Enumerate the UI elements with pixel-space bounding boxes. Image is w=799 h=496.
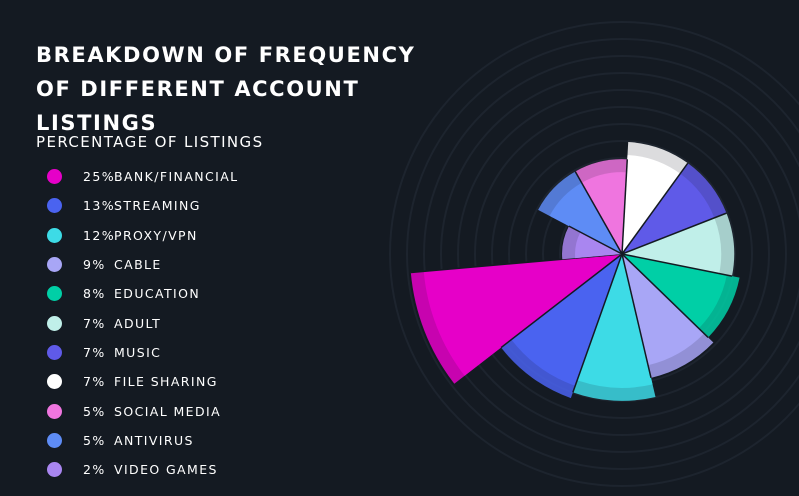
slice-file-sharing	[621, 141, 689, 255]
legend-swatch	[47, 286, 62, 302]
legend-swatch	[47, 198, 62, 214]
slice-wedge	[575, 232, 622, 259]
legend-percentage: 5%	[83, 432, 106, 448]
slice-separator	[621, 253, 733, 277]
legend-percentage: 12%	[83, 227, 115, 243]
legend-swatch	[47, 403, 62, 419]
slices	[410, 141, 740, 401]
legend-title: PERCENTAGE OF LISTINGS	[36, 133, 264, 151]
slice-separator	[621, 159, 629, 255]
legend-item: 9% CABLE	[47, 250, 239, 279]
legend-item: 25% BANK/FINANCIAL	[47, 162, 239, 191]
slice-wedge	[622, 254, 705, 366]
legend-percentage: 25%	[83, 169, 115, 185]
legend-item: 13% STREAMING	[47, 191, 239, 220]
slice-wedge	[581, 172, 627, 254]
legend-item: 8% EDUCATION	[47, 279, 239, 308]
slice-separator	[621, 162, 689, 255]
slice-social-media	[575, 159, 629, 255]
slice-wedge	[423, 254, 622, 376]
legend-label: EDUCATION	[114, 286, 201, 302]
slice-wedge	[622, 254, 727, 329]
legend-label: ANTIVIRUS	[114, 432, 194, 448]
slice-separator	[621, 212, 727, 255]
slice-adult	[621, 213, 735, 277]
slice-education	[621, 253, 740, 338]
legend-label: STREAMING	[114, 198, 201, 214]
legend-swatch	[47, 462, 62, 478]
legend-item: 5% SOCIAL MEDIA	[47, 396, 239, 425]
legend-label: VIDEO GAMES	[114, 462, 218, 478]
slice-wedge	[577, 254, 653, 388]
slice-cable	[621, 253, 714, 379]
slice-separator	[568, 225, 623, 255]
slice-proxy-vpn	[572, 253, 656, 401]
legend-item: 5% ANTIVIRUS	[47, 426, 239, 455]
legend-item: 2% VIDEO GAMES	[47, 455, 239, 484]
legend-label: SOCIAL MEDIA	[114, 403, 222, 419]
slice-video-games	[562, 225, 623, 260]
legend-percentage: 7%	[83, 374, 106, 390]
slice-separator	[621, 253, 652, 379]
legend-swatch	[47, 374, 62, 390]
legend-swatch	[47, 315, 62, 331]
legend-percentage: 8%	[83, 286, 106, 302]
legend-item: 7% MUSIC	[47, 338, 239, 367]
legend-label: ADULT	[114, 315, 162, 331]
legend-percentage: 2%	[83, 462, 106, 478]
legend-percentage: 9%	[83, 257, 106, 273]
slice-antivirus	[538, 171, 623, 255]
legend-percentage: 5%	[83, 403, 106, 419]
slice-separator	[572, 253, 623, 393]
legend-swatch	[47, 257, 62, 273]
grid-ring	[406, 38, 799, 470]
legend-swatch	[47, 432, 62, 448]
legend-label: BANK/FINANCIAL	[114, 169, 239, 185]
slice-separator	[500, 253, 623, 349]
slice-music	[621, 163, 727, 255]
legend-percentage: 13%	[83, 198, 115, 214]
slice-wedge	[622, 154, 681, 254]
grid-ring	[440, 72, 799, 436]
legend: 25% BANK/FINANCIAL 13% STREAMING 12% PROXY…	[47, 162, 239, 484]
legend-label: MUSIC	[114, 344, 162, 360]
legend-item: 7% ADULT	[47, 308, 239, 337]
legend-swatch	[47, 169, 62, 185]
grid-ring	[423, 55, 799, 453]
grid-ring	[457, 89, 787, 419]
grid-ring	[389, 21, 799, 487]
slice-wedge	[511, 254, 622, 386]
legend-item: 12% PROXY/VPN	[47, 221, 239, 250]
legend-item: 7% FILE SHARING	[47, 367, 239, 396]
legend-label: FILE SHARING	[114, 374, 218, 390]
legend-label: PROXY/VPN	[114, 227, 198, 243]
slice-streaming	[500, 253, 623, 399]
slice-wedge	[622, 217, 722, 274]
slice-wedge	[622, 173, 715, 254]
legend-swatch	[47, 227, 62, 243]
grid-ring	[474, 106, 770, 402]
slice-bank-financial	[410, 253, 623, 384]
slice-separator	[574, 171, 623, 255]
legend-percentage: 7%	[83, 344, 106, 360]
slice-separator	[621, 253, 709, 338]
legend-label: CABLE	[114, 257, 162, 273]
slice-wedge	[549, 182, 622, 254]
legend-swatch	[47, 344, 62, 360]
legend-percentage: 7%	[83, 315, 106, 331]
chart-title: BREAKDOWN OF FREQUENCY OF DIFFERENT ACCO…	[36, 43, 416, 135]
